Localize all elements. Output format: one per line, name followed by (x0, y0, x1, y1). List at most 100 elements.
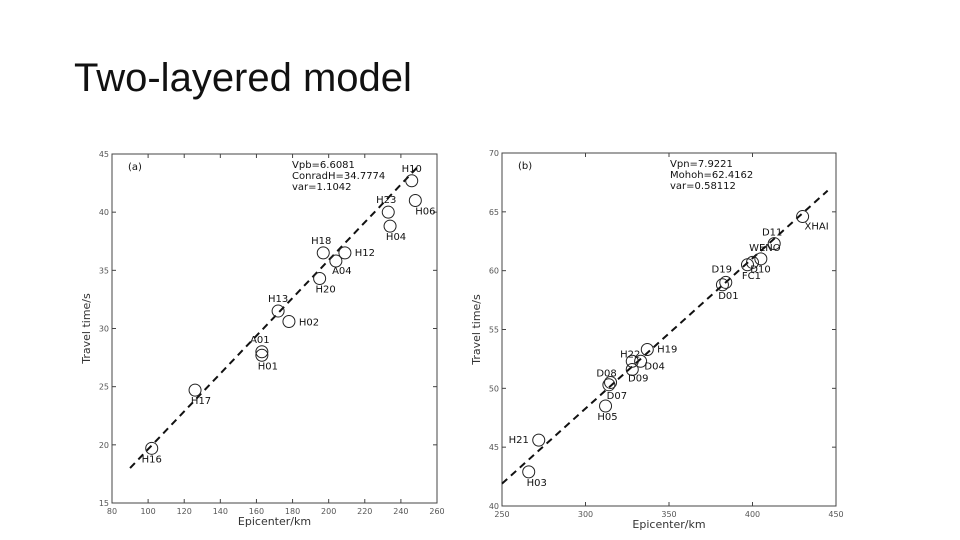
panel-label: (a) (128, 162, 142, 173)
data-point-label: H03 (527, 478, 547, 489)
data-point (338, 246, 352, 260)
x-tick-label: 400 (745, 510, 760, 519)
y-tick-label: 20 (99, 441, 109, 450)
panel-label: (b) (518, 161, 532, 172)
y-tick-label: 60 (489, 267, 499, 276)
data-point-label: A04 (332, 266, 352, 277)
data-point (719, 275, 733, 289)
data-point-label: H16 (142, 454, 162, 465)
x-tick-label: 120 (177, 507, 192, 516)
data-point-label: H21 (509, 435, 529, 446)
data-point-label: D04 (644, 361, 664, 372)
y-tick-label: 70 (489, 149, 499, 158)
data-point-label: A01 (250, 335, 270, 346)
y-tick-label: 55 (489, 326, 499, 335)
data-point-label: D19 (712, 264, 732, 275)
data-point (381, 205, 395, 219)
x-tick-label: 200 (321, 507, 336, 516)
y-tick-label: 30 (99, 325, 109, 334)
data-point (796, 210, 810, 224)
y-tick-label: 15 (99, 499, 109, 508)
data-point (754, 252, 768, 266)
x-tick-label: 100 (140, 507, 155, 516)
data-point-label: D11 (762, 228, 782, 239)
data-point (640, 343, 654, 357)
data-point-label: D10 (750, 264, 770, 275)
data-point (329, 254, 343, 268)
data-point-label: H13 (268, 294, 288, 305)
y-tick-label: 40 (99, 208, 109, 217)
data-point (255, 348, 269, 362)
data-point (715, 278, 729, 292)
data-point (145, 441, 159, 455)
data-point (271, 304, 285, 318)
x-tick-label: 260 (429, 507, 444, 516)
data-point (625, 363, 639, 377)
x-tick-label: 80 (107, 507, 117, 516)
fit-parameter-text: var=1.1042 (292, 182, 352, 193)
data-point-label: D09 (628, 374, 648, 385)
y-axis-label: Travel time/s (80, 293, 93, 365)
data-point (282, 315, 296, 329)
y-tick-label: 45 (99, 150, 109, 159)
fit-parameter-text: var=0.58112 (670, 181, 736, 192)
x-tick-label: 450 (828, 510, 843, 519)
data-point-label: H17 (191, 396, 211, 407)
y-tick-label: 25 (99, 383, 109, 392)
fit-line (501, 189, 829, 485)
data-point (313, 271, 327, 285)
data-point-label: FC1 (742, 271, 761, 282)
data-point-label: H06 (415, 207, 435, 218)
slide-title: Two-layered model (74, 56, 412, 100)
fit-parameter-text: ConradH=34.7774 (292, 171, 385, 182)
x-tick-label: 300 (578, 510, 593, 519)
data-point-label: D01 (718, 291, 738, 302)
data-point-label: H05 (597, 412, 617, 423)
data-point (746, 255, 759, 269)
data-point (532, 433, 546, 447)
data-point (408, 194, 422, 208)
data-point-label: H12 (355, 248, 375, 259)
x-tick-label: 350 (661, 510, 676, 519)
data-point (255, 345, 269, 359)
data-point-label: H19 (657, 345, 677, 356)
data-point-label: D07 (607, 391, 627, 402)
x-axis-label: Epicenter/km (238, 515, 311, 528)
data-point-label: H22 (620, 349, 640, 360)
panel-a-chart: 80 100 120 140 160 180 200 220 240 260 15 20 25 30 35 4… (80, 150, 445, 528)
data-point (316, 246, 330, 260)
data-point-label: H01 (258, 361, 278, 372)
x-tick-label: 160 (249, 507, 264, 516)
y-tick-label: 50 (489, 384, 499, 393)
data-point-label: D08 (596, 368, 616, 379)
data-point (188, 383, 202, 397)
plot-frame (111, 153, 438, 504)
data-point-label: H10 (402, 164, 422, 175)
x-tick-label: 180 (285, 507, 300, 516)
data-point (634, 354, 648, 368)
fit-parameter-text: Mohoh=62.4162 (670, 170, 753, 181)
data-point-label: XHAI (805, 222, 829, 233)
data-point-label: H04 (386, 232, 406, 243)
data-point (625, 354, 639, 368)
data-point (522, 465, 536, 479)
data-point-label: H18 (311, 236, 331, 247)
x-axis-label: Epicenter/km (632, 518, 705, 531)
data-point-label: H20 (316, 284, 336, 295)
x-tick-label: 240 (393, 507, 408, 516)
data-point-label: H23 (376, 195, 396, 206)
data-point (604, 375, 618, 389)
data-point-label: H02 (299, 318, 319, 329)
data-point (405, 174, 419, 188)
y-tick-label: 40 (489, 502, 499, 511)
y-axis-label: Travel time/s (470, 294, 483, 366)
plot-frame (501, 152, 837, 507)
x-tick-label: 140 (213, 507, 228, 516)
fit-parameter-text: Vpb=6.6081 (292, 160, 355, 171)
data-point (383, 219, 397, 233)
data-point (599, 399, 613, 413)
fit-line (129, 164, 420, 469)
data-point-label: WENO (749, 243, 781, 254)
fit-parameter-text: Vpn=7.9221 (670, 159, 733, 170)
